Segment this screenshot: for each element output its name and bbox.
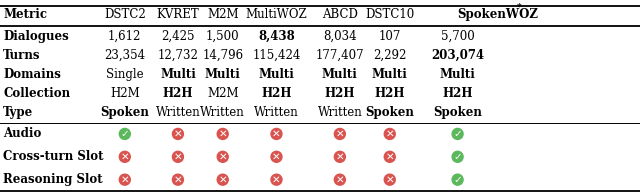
- Text: ✕: ✕: [218, 175, 227, 185]
- Text: Multi: Multi: [259, 68, 294, 81]
- Text: ✓: ✓: [453, 152, 462, 162]
- Ellipse shape: [172, 128, 184, 139]
- Text: Single: Single: [106, 68, 143, 81]
- Ellipse shape: [384, 128, 396, 139]
- Text: M2M: M2M: [207, 8, 239, 21]
- Text: 115,424: 115,424: [252, 49, 301, 62]
- Text: Cross-turn Slot: Cross-turn Slot: [3, 150, 104, 163]
- Text: H2H: H2H: [442, 87, 473, 100]
- Ellipse shape: [452, 128, 463, 139]
- Ellipse shape: [334, 128, 346, 139]
- Text: Audio: Audio: [3, 127, 42, 140]
- Text: *: *: [517, 2, 522, 11]
- Ellipse shape: [334, 151, 346, 162]
- Ellipse shape: [384, 151, 396, 162]
- Text: ✕: ✕: [335, 129, 344, 139]
- Text: Written: Written: [200, 106, 245, 119]
- Ellipse shape: [217, 174, 228, 185]
- Ellipse shape: [271, 174, 282, 185]
- Text: ABCD: ABCD: [322, 8, 358, 21]
- Text: 23,354: 23,354: [104, 49, 145, 62]
- Text: H2H: H2H: [163, 87, 193, 100]
- Text: 8,034: 8,034: [323, 30, 356, 43]
- Text: 12,732: 12,732: [157, 49, 198, 62]
- Text: SpokenWOZ: SpokenWOZ: [458, 8, 538, 21]
- Text: ✕: ✕: [335, 175, 344, 185]
- Text: H2H: H2H: [324, 87, 355, 100]
- Text: 1,612: 1,612: [108, 30, 141, 43]
- Text: Multi: Multi: [322, 68, 358, 81]
- Text: H2H: H2H: [261, 87, 292, 100]
- Text: ✕: ✕: [173, 175, 182, 185]
- Ellipse shape: [119, 128, 131, 139]
- Ellipse shape: [119, 151, 131, 162]
- Text: ✕: ✕: [173, 129, 182, 139]
- Text: Multi: Multi: [205, 68, 241, 81]
- Text: ✕: ✕: [385, 175, 394, 185]
- Text: ✕: ✕: [218, 152, 227, 162]
- Text: ✕: ✕: [335, 152, 344, 162]
- Text: Spoken: Spoken: [365, 106, 414, 119]
- Ellipse shape: [172, 174, 184, 185]
- Text: Multi: Multi: [160, 68, 196, 81]
- Text: Spoken: Spoken: [433, 106, 482, 119]
- Text: Multi: Multi: [440, 68, 476, 81]
- Text: ✕: ✕: [120, 152, 129, 162]
- Text: 2,292: 2,292: [373, 49, 406, 62]
- Text: ✕: ✕: [385, 152, 394, 162]
- Text: ✕: ✕: [272, 175, 281, 185]
- Text: Multi: Multi: [372, 68, 408, 81]
- Text: Domains: Domains: [3, 68, 61, 81]
- Text: H2H: H2H: [374, 87, 405, 100]
- Text: KVRET: KVRET: [157, 8, 199, 21]
- Text: 5,700: 5,700: [441, 30, 474, 43]
- Text: DSTC10: DSTC10: [365, 8, 414, 21]
- Text: 107: 107: [379, 30, 401, 43]
- Ellipse shape: [271, 151, 282, 162]
- Ellipse shape: [217, 151, 228, 162]
- Text: 2,425: 2,425: [161, 30, 195, 43]
- Text: 14,796: 14,796: [202, 49, 243, 62]
- Text: Written: Written: [254, 106, 299, 119]
- Text: ✓: ✓: [453, 175, 462, 185]
- Ellipse shape: [452, 151, 463, 162]
- Text: ✕: ✕: [218, 129, 227, 139]
- Text: Type: Type: [3, 106, 33, 119]
- Text: ✓: ✓: [120, 129, 129, 139]
- Text: Collection: Collection: [3, 87, 70, 100]
- Text: ✕: ✕: [385, 129, 394, 139]
- Text: ✓: ✓: [453, 129, 462, 139]
- Ellipse shape: [217, 128, 228, 139]
- Ellipse shape: [172, 151, 184, 162]
- Text: ✕: ✕: [120, 175, 129, 185]
- Ellipse shape: [452, 174, 463, 185]
- Text: ✕: ✕: [173, 152, 182, 162]
- Text: 177,407: 177,407: [316, 49, 364, 62]
- Text: Written: Written: [317, 106, 362, 119]
- Text: MultiWOZ: MultiWOZ: [246, 8, 307, 21]
- Text: ✕: ✕: [272, 129, 281, 139]
- Text: Turns: Turns: [3, 49, 41, 62]
- Text: 1,500: 1,500: [206, 30, 239, 43]
- Text: 203,074: 203,074: [431, 49, 484, 62]
- Text: Spoken: Spoken: [100, 106, 149, 119]
- Text: Reasoning Slot: Reasoning Slot: [3, 173, 103, 186]
- Text: Metric: Metric: [3, 8, 47, 21]
- Text: ✕: ✕: [272, 152, 281, 162]
- Text: Written: Written: [156, 106, 200, 119]
- Text: H2M: H2M: [110, 87, 140, 100]
- Text: 8,438: 8,438: [258, 30, 295, 43]
- Text: Dialogues: Dialogues: [3, 30, 69, 43]
- Ellipse shape: [271, 128, 282, 139]
- Ellipse shape: [384, 174, 396, 185]
- Ellipse shape: [119, 174, 131, 185]
- Text: DSTC2: DSTC2: [104, 8, 146, 21]
- Ellipse shape: [334, 174, 346, 185]
- Text: M2M: M2M: [207, 87, 239, 100]
